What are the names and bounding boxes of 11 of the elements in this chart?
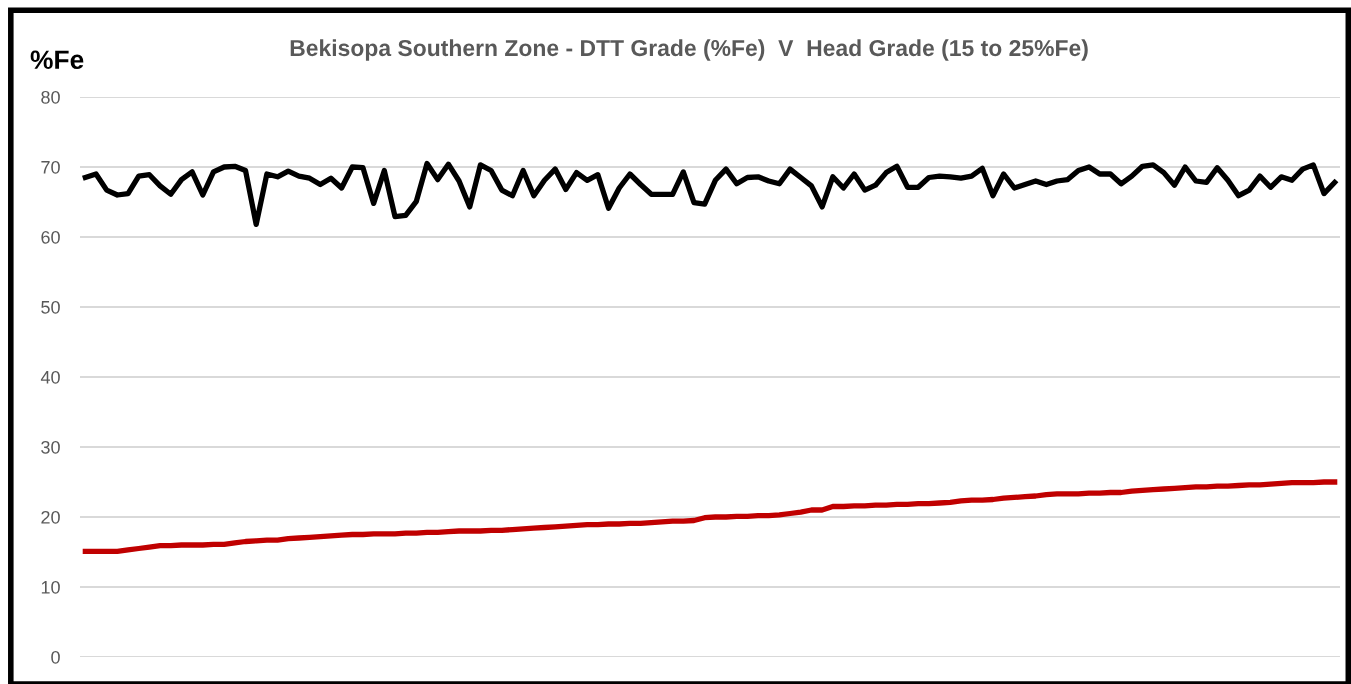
y-tick-label: 30	[41, 440, 60, 454]
y-tick-label: 60	[41, 230, 60, 244]
y-tick-label: 80	[41, 90, 60, 104]
y-tick-label: 10	[41, 580, 60, 594]
y-tick-label: 20	[41, 510, 60, 524]
y-tick-label: 40	[40, 370, 60, 384]
y-tick-label: 70	[41, 160, 60, 174]
y-tick-label: 0	[51, 650, 60, 664]
chart-title: Bekisopa Southern Zone - DTT Grade (%Fe) V Head Grade (15 to 25%Fe)	[290, 39, 1088, 61]
y-tick-label: 50	[41, 300, 60, 314]
y-axis-title: %Fe	[30, 50, 84, 70]
